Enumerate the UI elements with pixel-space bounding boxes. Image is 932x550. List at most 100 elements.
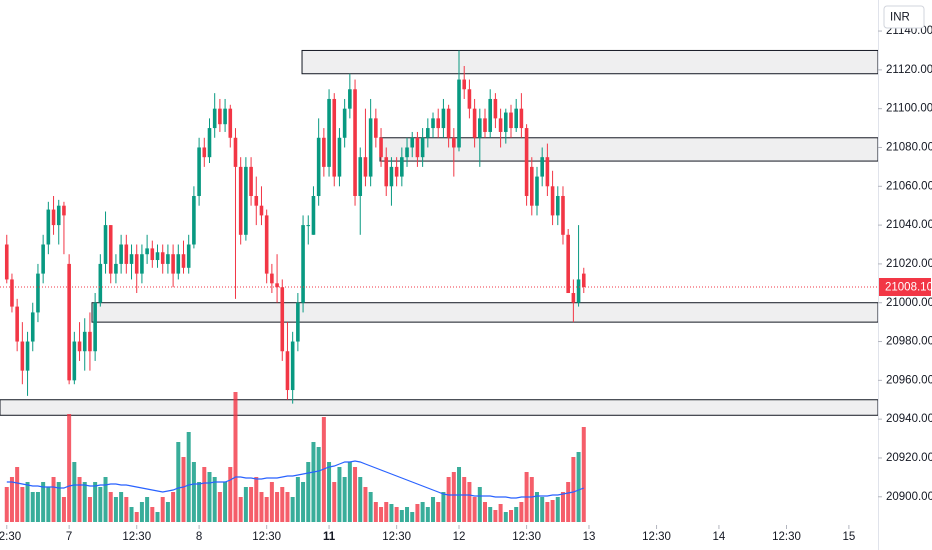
volume-bar (223, 482, 228, 522)
candles (4, 50, 586, 404)
y-tick-label: 21000.00 (886, 297, 932, 309)
candle-body (571, 293, 576, 303)
volume-bar (160, 497, 165, 522)
volume-bar (301, 482, 306, 522)
volume-bar (150, 507, 155, 522)
candle-body (400, 157, 404, 177)
candle-body (306, 225, 311, 227)
volume-bar (259, 492, 264, 522)
x-tick-label: 12 (453, 531, 466, 543)
candle-body (452, 137, 456, 148)
volume-bar (119, 492, 124, 522)
candle-body (93, 302, 97, 352)
candle-body (581, 273, 586, 288)
candle-body (493, 98, 498, 119)
candle-body (550, 186, 555, 216)
candle-body (228, 108, 233, 138)
y-tick-label: 21040.00 (886, 219, 932, 231)
candle-body (181, 254, 186, 268)
candle-body (62, 205, 66, 216)
candle-body (405, 147, 409, 158)
candle-body (41, 244, 45, 274)
candle-body (498, 118, 503, 132)
volume-bar (540, 497, 545, 522)
volume-bar (228, 467, 233, 522)
currency[interactable]: INR (890, 12, 910, 24)
volume-bar (264, 497, 269, 522)
candle-body (197, 147, 201, 196)
volume-bar (290, 497, 295, 522)
volume-bar (176, 442, 181, 522)
volume-bar (108, 492, 113, 522)
volume-bar (488, 507, 493, 522)
candle-body (264, 215, 269, 274)
candle-body (171, 254, 175, 274)
candle-body (233, 137, 238, 167)
candle-body (332, 98, 337, 177)
candle-body (358, 157, 363, 196)
candle-body (270, 273, 274, 284)
volume-bar (61, 497, 66, 522)
x-tick-label: 12:30 (122, 531, 151, 543)
volume-bar (550, 500, 555, 522)
candle-body (394, 166, 399, 177)
candle-body (576, 279, 581, 303)
candle-body (129, 254, 134, 264)
y-tick-label: 21140.00 (886, 25, 932, 37)
volume-bar (56, 482, 61, 522)
candle-body (415, 137, 420, 158)
volume-bar (415, 504, 420, 522)
candle-body (379, 137, 383, 158)
candle-body (140, 254, 144, 274)
candle-body (555, 195, 560, 216)
y-tick-label: 21100.00 (886, 103, 932, 115)
volume-bar (254, 477, 259, 522)
volume-bar (25, 482, 30, 522)
candle-body (51, 209, 56, 226)
volume-bar (113, 497, 118, 522)
x-tick-label: 7 (66, 531, 72, 543)
volume-bar (285, 492, 290, 522)
volume-bar (280, 487, 285, 522)
currency-box[interactable] (883, 5, 925, 29)
volume-bar (347, 462, 352, 522)
candle-body (186, 244, 191, 268)
candle-body (368, 118, 373, 177)
volume-bar (425, 507, 430, 522)
candle-body (316, 137, 321, 196)
candle-body (207, 128, 212, 158)
volume-bar (519, 502, 524, 522)
volume-bar (202, 467, 207, 522)
candle-body (25, 341, 30, 371)
candle-body (145, 248, 149, 255)
volume-bar (353, 467, 358, 522)
y-tick-label: 20980.00 (886, 336, 932, 348)
volume-bar (446, 477, 451, 522)
x-tick-label: 14 (713, 531, 726, 543)
candle-body (72, 341, 77, 381)
volume-bar (134, 512, 139, 522)
volume-bar (342, 477, 347, 522)
volume-bar (358, 477, 363, 522)
candle-body (472, 108, 477, 138)
candle-body (176, 254, 181, 274)
candle-body (134, 254, 139, 274)
volume-bar (145, 497, 150, 522)
candle-body (36, 273, 40, 313)
volume-bar (508, 510, 513, 522)
candle-body (457, 79, 461, 148)
volume-bar (316, 447, 321, 522)
volume-bar (207, 472, 212, 522)
candle-body (420, 137, 425, 158)
zone (91, 302, 879, 323)
volume-bar (87, 497, 92, 522)
candle-body (30, 312, 35, 342)
volume-bar (410, 512, 415, 522)
candle-body (67, 263, 71, 381)
x-tick-label: 8 (196, 531, 202, 543)
volume-bar (171, 492, 176, 522)
candle-body (275, 283, 279, 288)
candle-body (4, 244, 9, 280)
